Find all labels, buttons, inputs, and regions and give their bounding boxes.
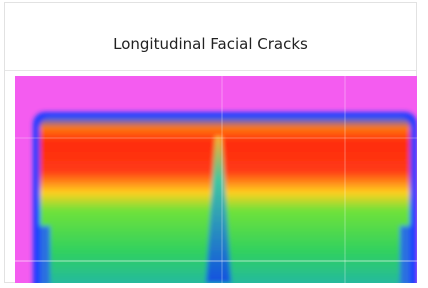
heatmap-image	[15, 76, 417, 283]
divider	[5, 70, 416, 71]
card: Longitudinal Facial Cracks	[4, 2, 417, 283]
card-title: Longitudinal Facial Cracks	[5, 35, 416, 53]
